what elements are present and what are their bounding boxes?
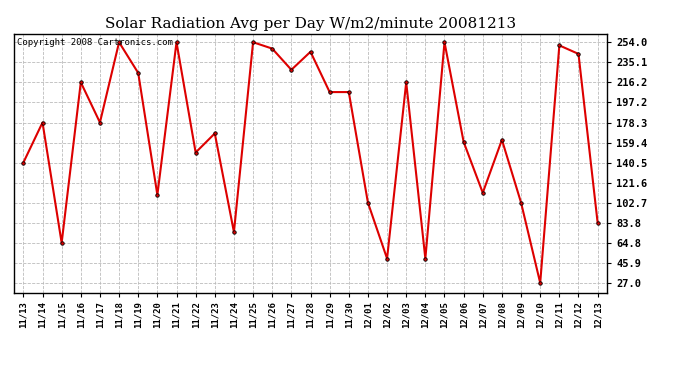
- Text: Copyright 2008 Cartronics.com: Copyright 2008 Cartronics.com: [17, 38, 172, 46]
- Title: Solar Radiation Avg per Day W/m2/minute 20081213: Solar Radiation Avg per Day W/m2/minute …: [105, 17, 516, 31]
